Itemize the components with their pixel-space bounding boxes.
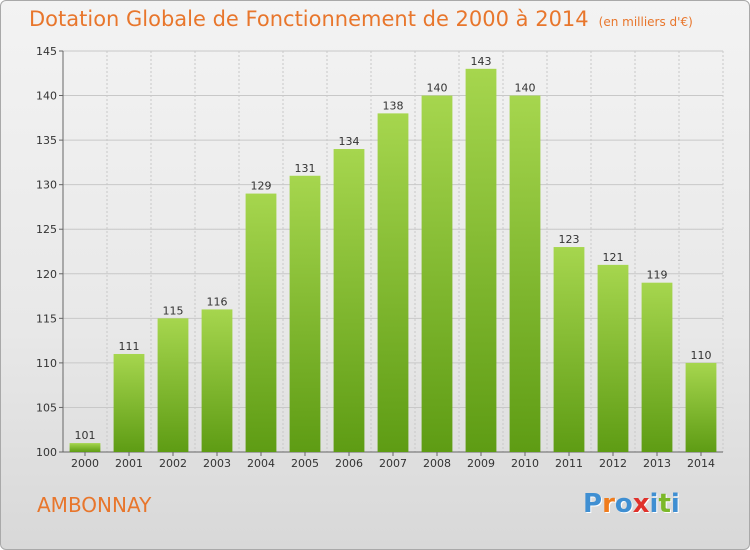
bar	[333, 149, 365, 452]
data-label: 111	[119, 340, 140, 353]
x-tick-label: 2008	[423, 457, 451, 470]
x-tick-label: 2006	[335, 457, 363, 470]
data-label: 119	[647, 269, 668, 282]
x-tick-label: 2011	[555, 457, 583, 470]
tick-labels: 100 105 110 115 120 125 130 135 140 145 2000 2001 20…	[36, 45, 715, 470]
x-tick-label: 2004	[247, 457, 275, 470]
y-tick-label: 135	[36, 134, 57, 147]
x-tick-label: 2003	[203, 457, 231, 470]
x-tick-label: 2005	[291, 457, 319, 470]
logo-letter: P	[583, 489, 603, 519]
chart-title-text: Dotation Globale de Fonctionnement de 20…	[29, 7, 589, 31]
bar	[113, 353, 145, 452]
bar	[377, 113, 409, 452]
data-label: 110	[691, 349, 712, 362]
data-label: 123	[559, 233, 580, 246]
data-label: 140	[515, 82, 536, 95]
bar	[509, 95, 541, 453]
data-label: 138	[383, 99, 404, 112]
y-tick-label: 130	[36, 179, 57, 192]
x-tick-label: 2013	[643, 457, 671, 470]
x-tick-label: 2001	[115, 457, 143, 470]
data-label: 134	[339, 135, 360, 148]
bar	[421, 95, 453, 453]
data-label: 143	[471, 55, 492, 68]
logo-letter: r	[602, 489, 615, 519]
data-label: 115	[163, 304, 184, 317]
logo-letter: x	[632, 489, 650, 519]
x-tick-label: 2000	[71, 457, 99, 470]
bar	[685, 362, 717, 452]
data-label: 101	[75, 429, 96, 442]
commune-name: AMBONNAY	[37, 493, 152, 517]
y-tick-label: 140	[36, 90, 57, 103]
x-tick-label: 2007	[379, 457, 407, 470]
data-label: 121	[603, 251, 624, 264]
x-tick-label: 2009	[467, 457, 495, 470]
y-tick-label: 105	[36, 401, 57, 414]
logo-letter: o	[614, 489, 633, 519]
bar	[465, 68, 497, 453]
data-label: 140	[427, 82, 448, 95]
data-labels: 101 111 115 116 129 131 134 138 140 143 140 123 121 1…	[75, 55, 712, 442]
x-tick-label: 2012	[599, 457, 627, 470]
bar	[157, 318, 189, 452]
y-tick-label: 125	[36, 223, 57, 236]
x-tick-label: 2014	[687, 457, 715, 470]
proxiti-logo[interactable]: Proxiti	[583, 489, 680, 519]
y-tick-label: 100	[36, 446, 57, 459]
bar	[641, 282, 673, 452]
bar	[289, 175, 321, 452]
chart-subtitle: (en milliers d'€)	[598, 15, 693, 29]
logo-letter: i	[649, 489, 659, 519]
chart-title: Dotation Globale de Fonctionnement de 20…	[29, 7, 693, 31]
y-tick-label: 110	[36, 357, 57, 370]
y-tick-label: 115	[36, 312, 57, 325]
bars	[69, 68, 717, 453]
x-tick-label: 2010	[511, 457, 539, 470]
y-tick-label: 145	[36, 45, 57, 58]
bar	[245, 193, 277, 453]
bar	[597, 264, 629, 452]
y-tick-label: 120	[36, 268, 57, 281]
bar	[201, 309, 233, 452]
x-tick-label: 2002	[159, 457, 187, 470]
data-label: 131	[295, 162, 316, 175]
data-label: 129	[251, 180, 272, 193]
data-label: 116	[207, 295, 228, 308]
bar	[69, 443, 101, 452]
logo-letter: t	[658, 489, 671, 519]
bar	[553, 247, 585, 452]
logo-letter: i	[670, 489, 680, 519]
